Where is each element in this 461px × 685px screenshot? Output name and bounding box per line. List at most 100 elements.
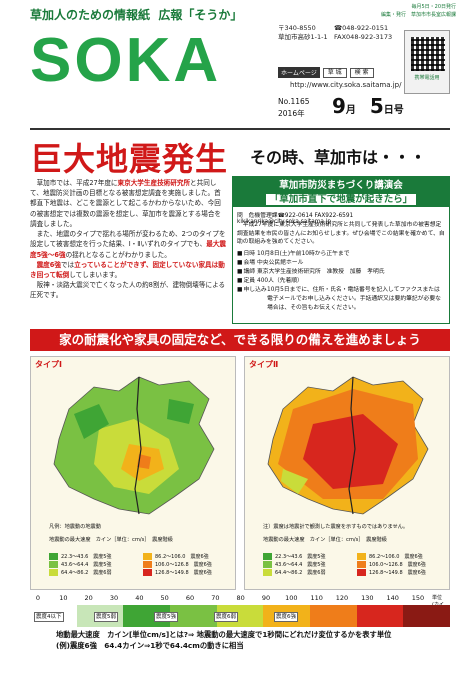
scale-tick: 20 (84, 594, 93, 602)
legend-swatch (263, 569, 272, 576)
legend-label: 126.8〜149.8 震度6強 (155, 570, 212, 576)
legend-item: 64.4〜86.2 震度6弱 (263, 569, 351, 576)
qr-caption: 携帯電話用 (414, 75, 440, 81)
homepage-row: ホームページ 草 城 検 索 (278, 67, 374, 78)
legend-type2: 22.3〜43.6 震度5強 86.2〜106.0 震度6強 43.6〜64.4 震… (263, 553, 445, 576)
scale-tag: 震度5弱 (94, 612, 118, 622)
article-body: 草加市では、平成27年度に東京大学生産技術研究所と共同して、地震防災計画の目標と… (30, 178, 226, 301)
address-street: 草加市高砂1-1-1 (278, 33, 328, 42)
issue-note-2: 編集・発行 草加市市長室広報課 (380, 11, 456, 18)
issue-year: 2016年 (278, 109, 305, 118)
issue-date: 9月 5日号 (332, 94, 404, 118)
issue-note-1: 毎月5日・20日発行 (411, 4, 456, 10)
issue-month-unit: 月 (345, 105, 356, 116)
qr-code: 携帯電話用 (404, 30, 450, 94)
homepage-search: 検 索 (349, 67, 374, 78)
issue-day: 5 (369, 94, 384, 118)
event-title-2: 「草加市直下で地震が起きたら」 (265, 193, 417, 205)
scale-segment (403, 605, 451, 627)
scale-tick: 140 (386, 594, 399, 602)
legend-item: 106.0〜126.8 震度6強 (357, 561, 445, 568)
map-source-type1: 凡例：地震動の地震動 (49, 524, 101, 530)
footnote-line-1: 地動最大速度 カイン[単位cm/s]とは?⇒ 地震動の最大速度で1秒間にどれだけ… (56, 630, 392, 639)
legend-item: 86.2〜106.0 震度6強 (143, 553, 231, 560)
legend-label: 22.3〜43.6 震度5強 (275, 554, 326, 560)
scale-tick: 150 (411, 594, 425, 602)
scale-segment (356, 605, 404, 627)
legend-swatch (143, 553, 152, 560)
event-description: 平成27年度に東京大学生産技術研究所と共同して発表した草加市の被害想定調査結果を… (237, 222, 445, 246)
map-label-type1: タイプⅠ (35, 360, 62, 369)
map-source-type2: 注）震度は地震計で観測した震度を示すものではありません。 (263, 524, 409, 530)
scale-tick: 60 (185, 594, 195, 602)
scale-tick: 110 (310, 594, 323, 602)
legend-swatch (263, 553, 272, 560)
tagline-name: 広報「そうか」 (158, 8, 243, 22)
scale-tick: 40 (135, 594, 144, 602)
advice-banner: 家の耐震化や家具の固定など、できる限りの備えを進めましょう (30, 329, 450, 351)
homepage-keyword: 草 城 (322, 67, 347, 78)
legend-label: 106.0〜126.8 震度6強 (369, 562, 426, 568)
legend-label: 86.2〜106.0 震度6強 (155, 554, 209, 560)
issue-month: 9 (332, 94, 346, 118)
tagline: 草加人のための情報紙 広報「そうか」 (30, 6, 242, 23)
tagline-prefix: 草加人のための情報紙 (30, 8, 151, 22)
event-box: 草加市防災まちづくり講演会 「草加市直下で地震が起きたら」 問 危機管理課☎92… (232, 176, 450, 324)
velocity-scale-bar (30, 605, 451, 627)
address-block: 〒340-8550 草加市高砂1-1-1 (278, 24, 328, 43)
legend-label: 64.4〜86.2 震度6弱 (275, 570, 326, 576)
legend-item: 43.6〜64.4 震度5強 (263, 561, 351, 568)
legend-item: 86.2〜106.0 震度6強 (357, 553, 445, 560)
legend-item: 22.3〜43.6 震度5強 (49, 553, 137, 560)
scale-ticks: 0102030405060708090100110120130140150単位(… (30, 594, 450, 615)
header-rule (30, 128, 450, 130)
issue-note: 毎月5日・20日発行 編集・発行 草加市市長室広報課 (320, 4, 456, 19)
legend-item: 106.0〜126.8 震度6強 (143, 561, 231, 568)
scale-tick: 120 (335, 594, 349, 602)
masthead-logo: SOKA (30, 26, 222, 95)
legend-swatch (357, 561, 366, 568)
subheadline: その時、草加市は・・・ (250, 148, 427, 167)
legend-swatch (263, 561, 272, 568)
shaking-map-type2 (267, 376, 429, 515)
event-title: 草加市防災まちづくり講演会 「草加市直下で地震が起きたら」 (233, 177, 449, 207)
legend-label: 86.2〜106.0 震度6強 (369, 554, 423, 560)
legend-label: 64.4〜86.2 震度6弱 (61, 570, 112, 576)
event-row-apply: 申し込み10月5日までに、住所・氏名・電話番号を記入してファクスまたは電子メール… (237, 286, 445, 313)
legend-label: 43.6〜64.4 震度5強 (61, 562, 112, 568)
legend-swatch (49, 569, 58, 576)
scale-tag: 震度6弱 (214, 612, 238, 622)
shaking-map-type1 (53, 376, 215, 515)
scale-segment (310, 605, 357, 627)
footnote: 地動最大速度 カイン[単位cm/s]とは?⇒ 地震動の最大速度で1秒間にどれだけ… (56, 630, 450, 652)
footnote-line-2: (例)震度6強 64.4カイン⇒1秒で64.4cmの動きに相当 (56, 640, 244, 650)
legend-item: 64.4〜86.2 震度6弱 (49, 569, 137, 576)
map-panel-type1: タイプⅠ 凡例：地震動の地震動 地震動の最大速度 カイン［単位：cm/s］ 震度… (30, 356, 236, 590)
scale-tick: 130 (361, 594, 374, 602)
homepage-url[interactable]: http://www.city.soka.saitama.jp/ (290, 81, 402, 89)
phone: ☎048-922-0151 (334, 24, 389, 32)
legend-swatch (143, 569, 152, 576)
legend-swatch (357, 569, 366, 576)
legend-item: 22.3〜43.6 震度5強 (263, 553, 351, 560)
scale-tag: 震度6強 (274, 612, 298, 622)
article-paragraph-3: 震度6強では立っていることができず、固定していない家具は動き回って転倒してしまい… (30, 260, 225, 279)
article-paragraph-1: 草加市では、平成27年度に東京大学生産技術研究所と共同して、地震防災計画の目標と… (30, 179, 222, 228)
issue-number-block: No.1165 2016年 (278, 96, 310, 120)
legend-swatch (143, 561, 152, 568)
event-title-1: 草加市防災まちづくり講演会 (279, 180, 403, 191)
legend-label: 106.0〜126.8 震度6強 (155, 562, 212, 568)
legend-label: 126.8〜149.8 震度6強 (369, 570, 426, 576)
legend-head-type2: 地震動の最大速度 カイン［単位：cm/s］ 震度階級 (263, 537, 387, 543)
scale-tag: 震度4以下 (34, 612, 64, 622)
scale-tick: 0 (35, 594, 41, 602)
scale-tick: 70 (211, 594, 220, 602)
scale-tag: 震度5強 (154, 612, 178, 622)
issue-number: No.1165 (278, 97, 310, 106)
headline: 巨大地震発生 (30, 140, 229, 178)
legend-item: 43.6〜64.4 震度5強 (49, 561, 137, 568)
legend-head-type1: 地震動の最大速度 カイン［単位：cm/s］ 震度階級 (49, 537, 173, 543)
